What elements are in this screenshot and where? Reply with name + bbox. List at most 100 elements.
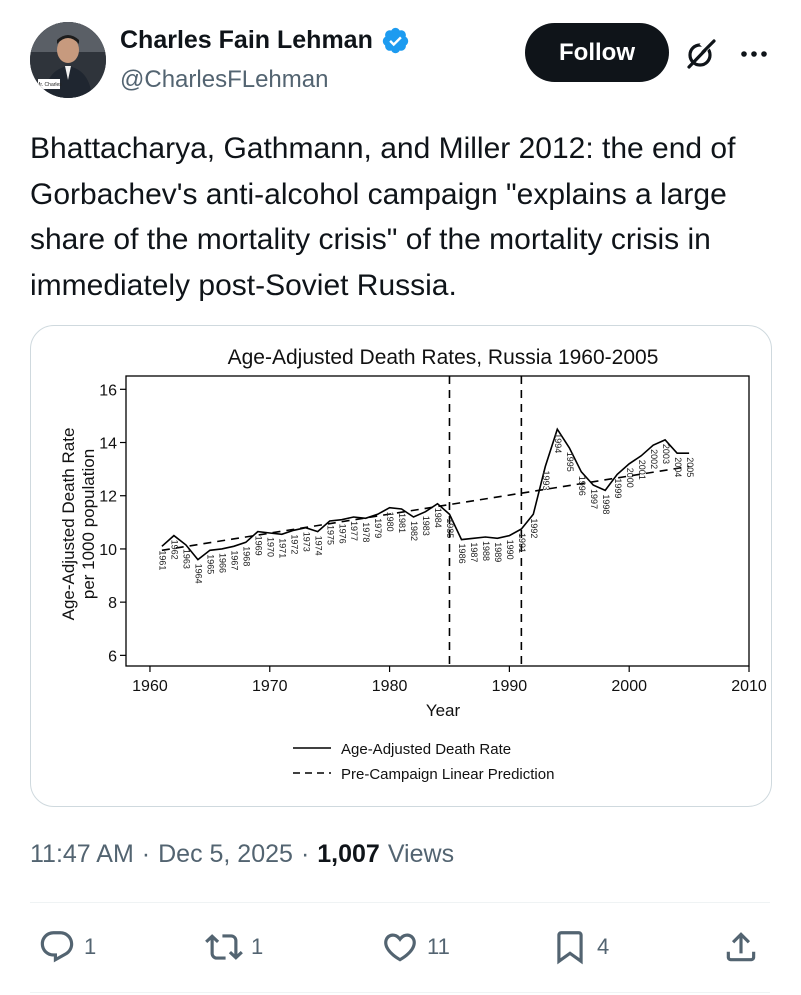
views-label: Views [387,840,455,868]
share-button[interactable] [722,928,760,966]
point-label: 1993 [541,471,551,491]
point-label: 1995 [565,452,575,472]
point-label: 1967 [229,550,239,570]
point-label: 1964 [194,564,204,584]
avatar-image: Mr. Charles [30,22,106,98]
like-button[interactable]: 11 [381,928,450,966]
chart-legend: Age-Adjusted Death Rate Pre-Campaign Lin… [293,741,554,783]
point-label: 1994 [553,433,563,453]
point-label: 1962 [169,540,179,560]
point-label: 1965 [206,554,216,574]
point-label: 1998 [601,494,611,514]
y-tick-label: 12 [99,489,117,506]
point-label: 1971 [277,538,287,558]
tweet-media-card[interactable]: Age-Adjusted Death Rates, Russia 1960-20… [30,325,772,807]
point-label: 1969 [253,536,263,556]
tweet-date[interactable]: Dec 5, 2025 [158,840,293,868]
point-label: 2004 [673,457,683,477]
y-tick-label: 10 [99,542,117,559]
legend-label-death-rate: Age-Adjusted Death Rate [341,741,511,758]
point-label: 1976 [337,524,347,544]
reply-button[interactable]: 1 [38,928,96,966]
point-label: 1982 [409,521,419,541]
point-label: 1992 [529,518,539,538]
divider [30,992,770,993]
point-label: 2001 [637,460,647,480]
point-label: 1996 [577,476,587,496]
point-label: 1963 [181,549,191,569]
y-axis-title-line2: per 1000 population [79,449,98,599]
point-label: 1997 [589,489,599,509]
repost-button[interactable]: 1 [205,928,263,966]
point-label: 1990 [505,540,515,560]
tweet-text: Bhattacharya, Gathmann, and Miller 2012:… [30,132,736,302]
meta-separator: · [141,840,151,868]
prediction-line [161,465,690,552]
point-label: 1985 [445,518,455,538]
point-label: 1974 [313,536,323,556]
x-tick-label: 1960 [132,678,168,695]
point-label: 2005 [685,457,695,477]
x-tick-label: 1990 [492,678,528,695]
point-label: 1970 [265,537,275,557]
y-tick-label: 16 [99,382,117,399]
point-label: 1984 [433,508,443,528]
divider [30,902,770,903]
point-label: 2000 [625,468,635,488]
chart-title: Age-Adjusted Death Rates, Russia 1960-20… [228,346,659,369]
x-axis-title: Year [426,701,461,720]
y-axis-title-line1: Age-Adjusted Death Rate [59,428,78,621]
x-tick-label: 1980 [372,678,408,695]
point-label: 1988 [481,541,491,561]
point-label: 1989 [493,542,503,562]
point-label: 1986 [457,544,467,564]
follow-button[interactable]: Follow [525,23,669,82]
x-tick-label: 1970 [252,678,288,695]
verified-badge-icon[interactable] [381,26,410,55]
point-label: 1991 [517,533,527,553]
point-label: 1987 [469,542,479,562]
death-rate-line [161,427,690,561]
point-label: 1978 [361,522,371,542]
meta-separator: · [300,840,310,868]
heart-icon [384,933,416,962]
point-label: 1966 [217,553,227,573]
point-label: 1979 [373,518,383,538]
reply-icon [40,931,74,963]
views-count: 1,007 [317,840,380,868]
point-label: 1975 [325,525,335,545]
x-tick-label: 2010 [731,678,767,695]
avatar[interactable]: Mr. Charles [30,22,106,98]
chart-plot-frame [125,375,750,667]
point-label: 1999 [613,478,623,498]
bookmark-count: 4 [597,934,610,959]
x-tick-label: 2000 [611,678,647,695]
point-label: 2003 [661,444,671,464]
share-icon [726,932,756,962]
point-label: 2002 [649,449,659,469]
more-options-icon[interactable] [736,36,772,72]
tweet-meta: 11:47 AM · Dec 5, 2025 · 1,007 Views [30,840,454,869]
like-count: 11 [427,934,450,959]
author-name-row: Charles Fain Lehman [120,26,410,55]
legend-label-prediction: Pre-Campaign Linear Prediction [341,766,554,783]
grok-icon[interactable] [683,36,719,72]
y-tick-label: 8 [108,595,117,612]
reply-count: 1 [84,934,97,959]
repost-count: 1 [251,934,264,959]
tweet-time[interactable]: 11:47 AM [30,840,134,868]
point-label: 1968 [241,546,251,566]
point-label: 1973 [301,532,311,552]
author-handle[interactable]: @CharlesFLehman [120,66,329,93]
repost-icon [205,934,243,960]
chart: Age-Adjusted Death Rates, Russia 1960-20… [59,346,767,783]
bookmark-icon [557,931,583,965]
point-label: 1980 [385,512,395,532]
point-label: 1983 [421,516,431,536]
y-tick-label: 6 [108,648,117,665]
svg-text:Mr. Charles: Mr. Charles [36,82,62,88]
bookmark-button[interactable]: 4 [551,928,609,966]
y-tick-label: 14 [99,436,117,453]
point-label: 1972 [289,534,299,554]
author-display-name[interactable]: Charles Fain Lehman [120,26,373,54]
